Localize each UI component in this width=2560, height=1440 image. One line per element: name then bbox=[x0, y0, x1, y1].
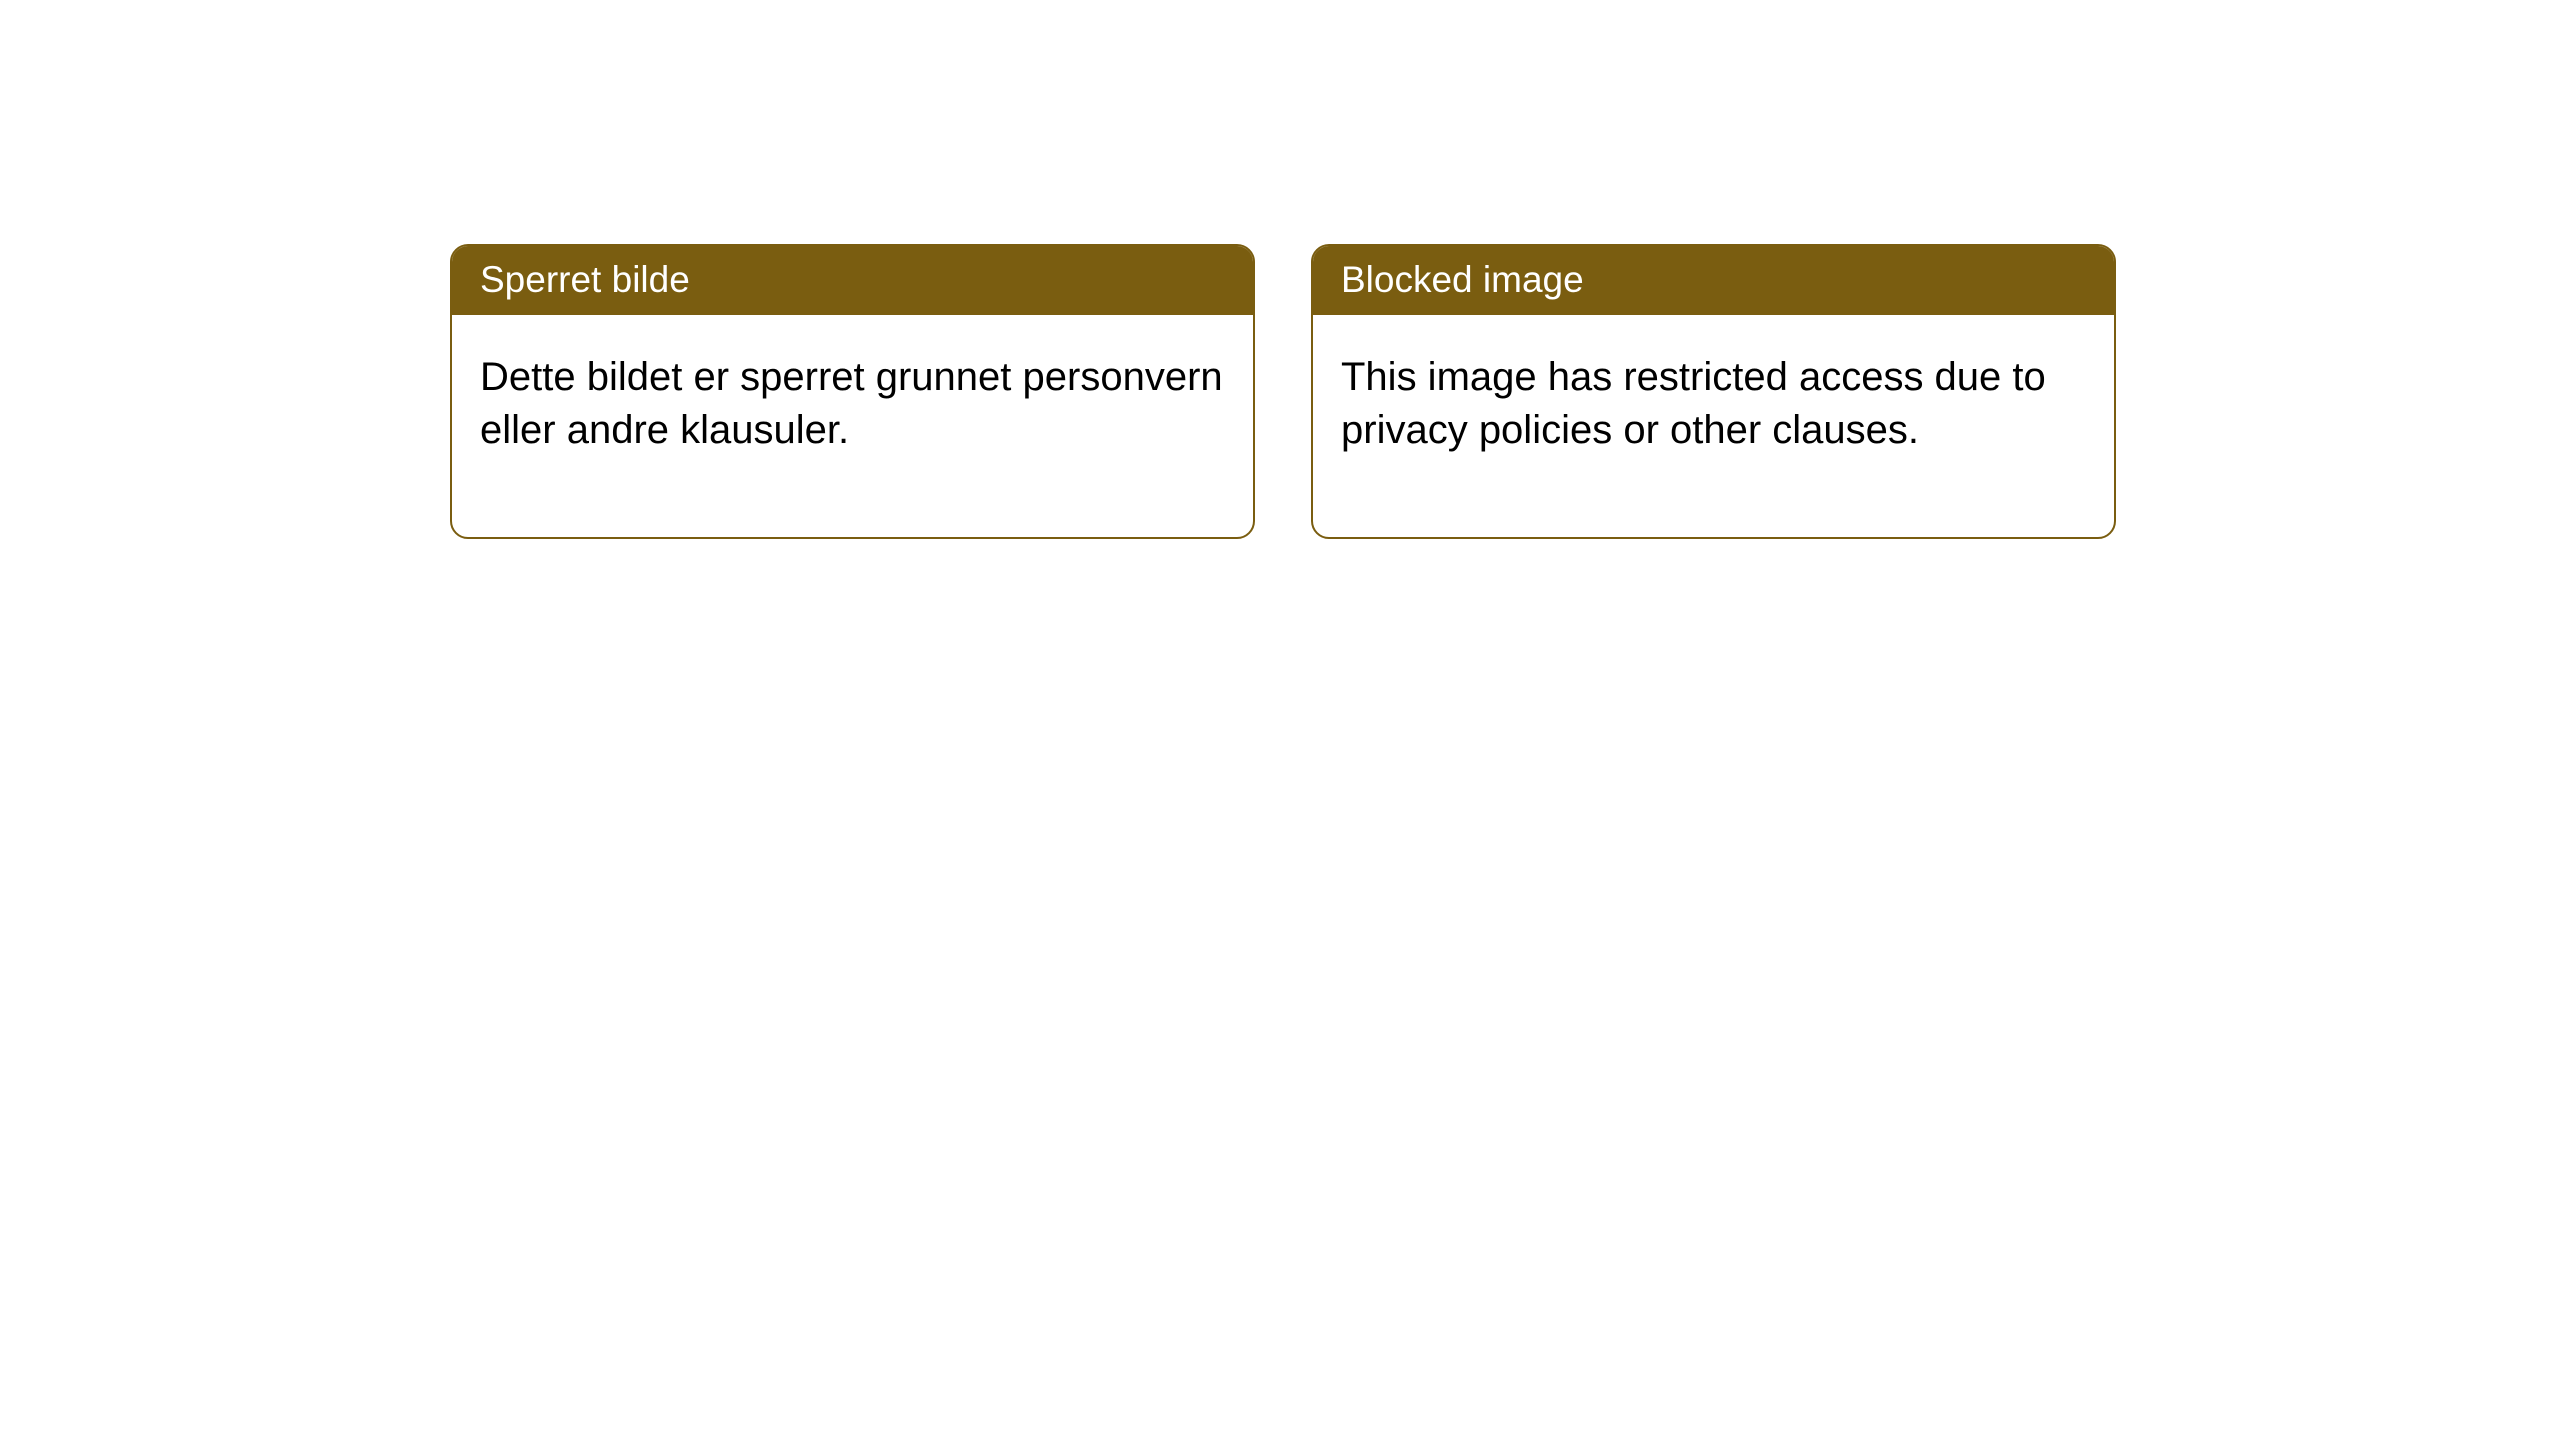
notice-card-no: Sperret bilde Dette bildet er sperret gr… bbox=[450, 244, 1255, 539]
notice-text-no: Dette bildet er sperret grunnet personve… bbox=[480, 355, 1223, 452]
notice-header-en: Blocked image bbox=[1313, 246, 2114, 315]
notice-body-no: Dette bildet er sperret grunnet personve… bbox=[452, 315, 1253, 537]
notice-title-no: Sperret bilde bbox=[480, 259, 690, 300]
notice-title-en: Blocked image bbox=[1341, 259, 1584, 300]
notice-text-en: This image has restricted access due to … bbox=[1341, 355, 2046, 452]
notice-header-no: Sperret bilde bbox=[452, 246, 1253, 315]
notice-body-en: This image has restricted access due to … bbox=[1313, 315, 2114, 537]
notice-card-en: Blocked image This image has restricted … bbox=[1311, 244, 2116, 539]
notice-container: Sperret bilde Dette bildet er sperret gr… bbox=[450, 244, 2116, 539]
